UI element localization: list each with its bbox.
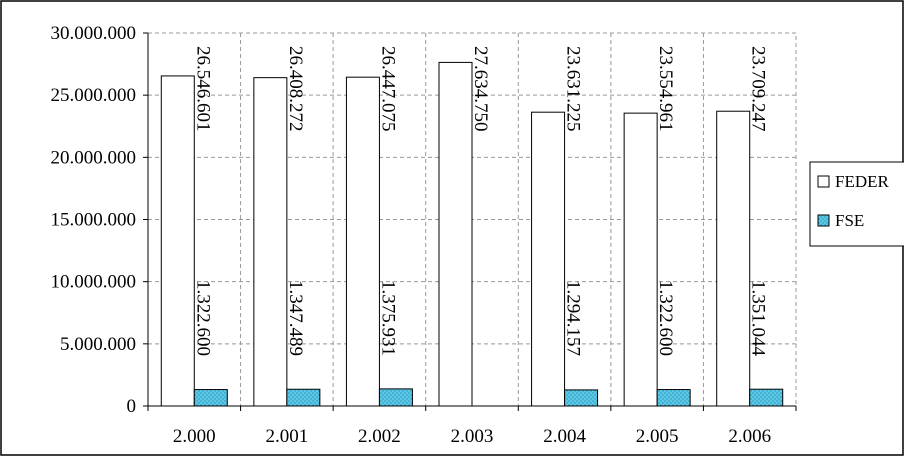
x-tick-label: 2.004 <box>543 426 586 447</box>
axes: 0 5.000.000 10.000.000 15.000.000 20.000.000… <box>51 23 797 447</box>
data-label-fse: 1.294.157 <box>563 280 584 356</box>
data-label-feder: 26.546.601 <box>192 46 213 131</box>
data-label-feder: 23.709.247 <box>748 46 769 132</box>
bar-feder <box>253 77 288 407</box>
x-tick-label: 2.003 <box>451 426 494 447</box>
y-tick-label: 30.000.000 <box>51 23 137 44</box>
legend: FEDER FSE <box>809 161 904 247</box>
labels: 26.546.601 1.322.600 26.408.272 1.347.489 26… <box>192 46 768 357</box>
bar-fse <box>656 389 691 407</box>
bar-fse <box>286 388 321 407</box>
x-tick-label: 2.000 <box>173 426 216 447</box>
x-tick-label: 2.006 <box>728 426 771 447</box>
y-tick-label: 20.000.000 <box>51 147 137 168</box>
bar-feder <box>531 111 566 407</box>
data-label-fse: 1.322.600 <box>655 280 676 356</box>
y-tick-label: 10.000.000 <box>51 272 137 293</box>
x-tick-label: 2.002 <box>358 426 401 447</box>
bar-feder <box>438 61 473 407</box>
legend-swatch-fse <box>817 214 830 227</box>
legend-swatch-feder <box>817 175 830 188</box>
x-tick-label: 2.005 <box>636 426 679 447</box>
data-label-fse: 1.347.489 <box>285 280 306 356</box>
data-label-feder: 23.554.961 <box>655 46 676 132</box>
bars <box>160 61 784 407</box>
bar-feder <box>345 76 380 407</box>
data-label-fse: 1.351.044 <box>748 280 769 357</box>
y-tick-label: 15.000.000 <box>51 210 137 231</box>
data-label-feder: 27.634.750 <box>470 46 491 132</box>
bar-fse <box>564 389 599 407</box>
y-tick-label: 0 <box>127 396 137 417</box>
bar-feder <box>160 75 195 407</box>
bar-fse <box>193 389 228 407</box>
bar-feder <box>623 112 658 407</box>
bar-fse <box>378 388 413 407</box>
y-tick-label: 5.000.000 <box>60 334 136 355</box>
bar-feder <box>716 110 751 407</box>
x-tick-label: 2.001 <box>265 426 308 447</box>
y-tick-label: 25.000.000 <box>51 85 137 106</box>
data-label-fse: 1.375.931 <box>377 280 398 356</box>
data-label-feder: 23.631.225 <box>563 46 584 132</box>
legend-label-feder: FEDER <box>835 172 890 191</box>
data-label-fse: 1.322.600 <box>192 280 213 356</box>
bar-fse <box>749 388 784 407</box>
data-label-feder: 26.447.075 <box>377 46 398 132</box>
legend-label-fse: FSE <box>835 211 864 230</box>
data-label-feder: 26.408.272 <box>285 46 306 132</box>
